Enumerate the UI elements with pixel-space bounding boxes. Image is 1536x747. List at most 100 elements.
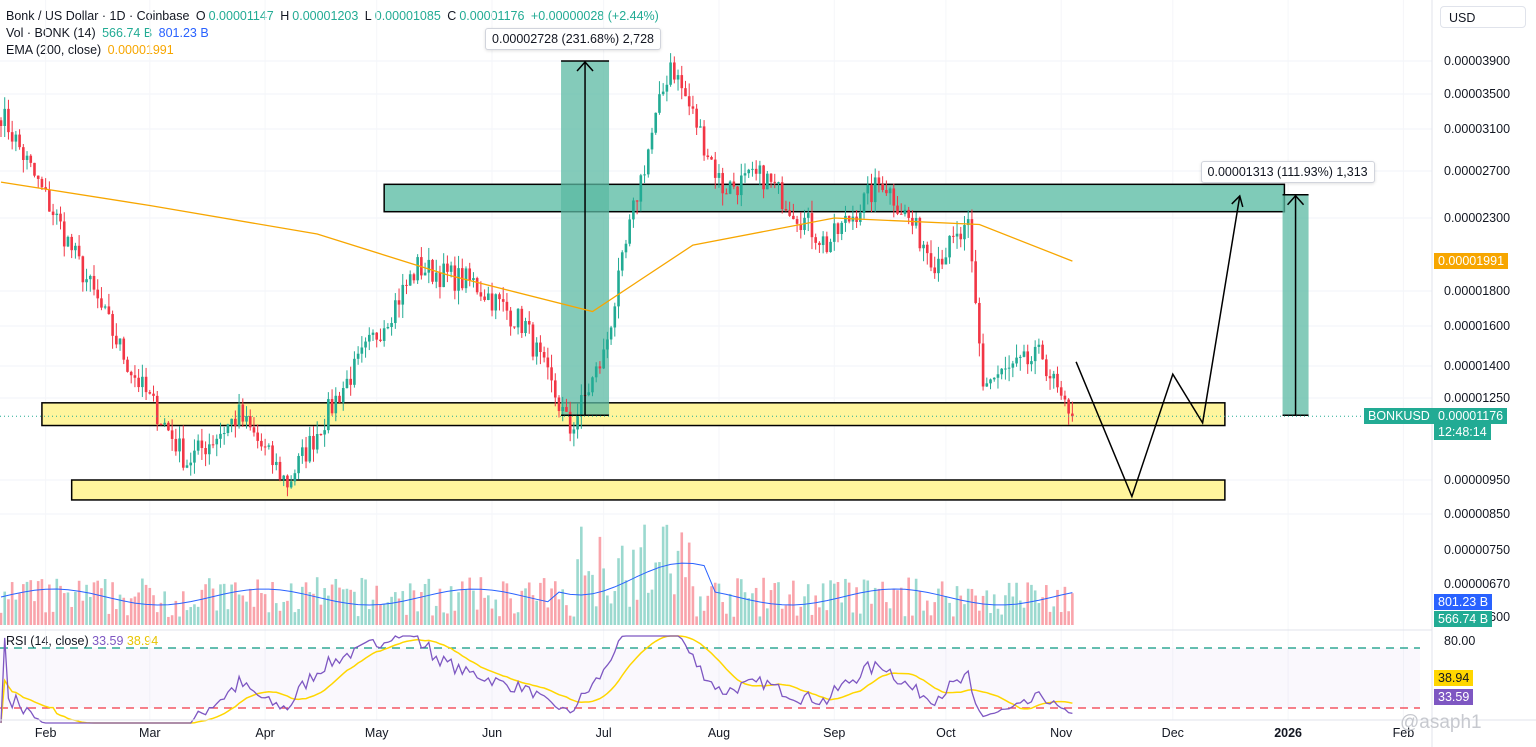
y-tick-label: 0.00001800 [1444,284,1510,298]
candle-body [390,323,393,327]
candle-body [922,244,925,249]
volume-bar [62,593,66,625]
candle-body [375,332,379,340]
volume-bar [777,582,780,625]
candle-body [111,314,114,336]
rsi-label[interactable]: RSI (14, close) [6,634,89,648]
candle-body [907,209,910,218]
candle-body [74,245,77,251]
measure-label-right[interactable]: 0.00001313 (111.93%) 1,313 [1200,160,1375,183]
volume-bar [1026,582,1030,625]
candle-body [167,422,170,431]
candle-body [327,399,330,431]
measure-1-arrow [576,60,594,72]
volume-label[interactable]: Vol · BONK (14) [6,26,96,40]
currency-selector[interactable]: USD [1440,6,1526,28]
candle-body [725,193,728,195]
candle-body [297,455,300,474]
candle-body [762,165,765,190]
volume-bar [739,579,743,625]
volume-bar [133,596,137,625]
volume-bar [341,589,345,625]
volume-bar [349,589,352,625]
candle-body [896,205,899,214]
volume-bar [914,578,918,625]
measure-label-top[interactable]: 0.00002728 (231.68%) 2,728 [485,28,661,50]
volume-bar [1052,606,1056,625]
candle-body [1022,351,1026,357]
volume-bar [613,591,617,625]
candle-body [88,275,92,280]
candle-body [591,377,594,393]
y-tick-label: 0.00003900 [1444,54,1510,68]
volume-bar [155,612,159,625]
candle-body [739,175,743,196]
candle-body [959,233,963,240]
candle-body [282,475,286,480]
volume-bar [892,588,896,625]
candle-body [323,430,326,435]
candle-body [51,211,55,216]
volume-bar [810,614,814,625]
volume-bar [36,581,40,625]
candle-body [799,223,803,231]
volume-bar [129,598,133,625]
candle-body [490,293,494,311]
volume-bar [196,606,200,625]
y-tick-label: 0.00000670 [1444,577,1510,591]
candle-body [613,306,617,328]
candle-body [446,263,449,272]
volume-bar [215,610,219,625]
volume-bar [427,578,431,625]
candle-body [405,284,408,286]
volume-bar [174,600,178,625]
candle-body [1056,373,1059,388]
candle-body [59,213,62,222]
volume-bar [684,577,687,625]
volume-bar [1011,596,1015,625]
y-tick-label: 0.00000850 [1444,507,1510,521]
volume-bar [565,605,568,625]
candle-body [181,438,185,468]
candle-body [520,308,524,334]
volume-bar [356,616,360,625]
volume-bar [274,603,278,625]
volume-bar [193,604,196,625]
candle-body [881,183,884,190]
candle-body [535,342,538,357]
volume-bar [918,591,922,625]
volume-bar [925,600,929,625]
volume-bar [390,596,393,625]
volume-bar [766,608,769,625]
candle-body [806,213,810,218]
volume-bar [557,599,561,625]
volume-bar [44,612,47,625]
candle-body [665,84,669,92]
candle-body [565,406,568,412]
volume-bar [200,589,204,625]
volume-badge: 566.74 B [1434,611,1493,627]
candle-body [178,438,181,452]
candle-body [818,242,821,246]
volume-bar [903,616,907,625]
candle-body [929,253,933,268]
overlay-layer [0,60,1432,499]
volume-bar [550,588,553,625]
candle-body [918,217,922,249]
y-tick-label: 0.00001600 [1444,319,1510,333]
volume-bar [241,595,245,625]
candle-body [1011,363,1015,368]
candle-body [22,147,25,160]
candle-body [1033,346,1037,362]
volume-bar [271,582,274,625]
ema-label[interactable]: EMA (200, close) [6,43,102,57]
candle-body [557,397,561,412]
volume-bar [394,592,397,625]
volume-bar [442,612,445,625]
volume-bar [170,615,174,625]
candle-body [394,300,397,324]
volume-bar [1007,582,1011,625]
rsi-legend: RSI (14, close) 33.59 38.94 [6,634,158,648]
symbol-title[interactable]: Bonk / US Dollar · 1D · Coinbase [6,9,190,23]
